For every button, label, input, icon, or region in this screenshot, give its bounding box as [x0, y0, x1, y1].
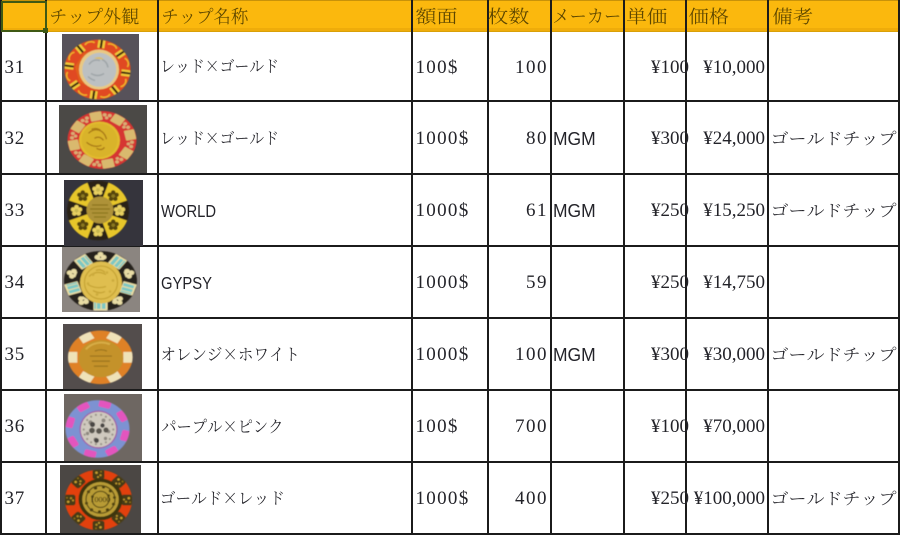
- svg-text:10000: 10000: [91, 495, 111, 504]
